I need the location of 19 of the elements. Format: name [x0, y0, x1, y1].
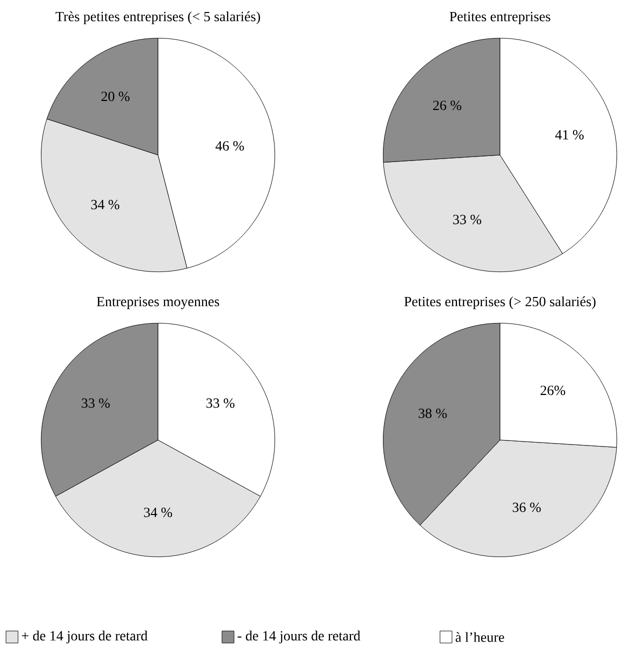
- chart-title: Très petites entreprises (< 5 salariés): [56, 11, 260, 24]
- data-label: 26%: [540, 386, 566, 396]
- data-label: 33 %: [453, 214, 482, 224]
- chart-title: Entreprises moyennes: [96, 296, 220, 310]
- data-label: 26 %: [433, 100, 462, 110]
- data-label: 36 %: [512, 502, 541, 512]
- data-label: 20 %: [101, 92, 130, 102]
- data-label: 33 %: [206, 398, 234, 408]
- data-label: 34 %: [91, 200, 120, 210]
- legend-label: - de 14 jours de retard: [238, 630, 360, 644]
- chart-title: Petites entreprises: [450, 12, 550, 24]
- data-label: 34 %: [144, 508, 172, 518]
- legend-label: + de 14 jours de retard: [22, 630, 148, 644]
- data-label: 38 %: [418, 408, 447, 418]
- legend-label: à l’heure: [456, 632, 504, 642]
- data-label: 41 %: [555, 130, 584, 140]
- chart-title: Petites entreprises (> 250 salariés): [404, 296, 596, 310]
- data-label: 46 %: [216, 141, 244, 151]
- data-label: 33 %: [82, 398, 110, 408]
